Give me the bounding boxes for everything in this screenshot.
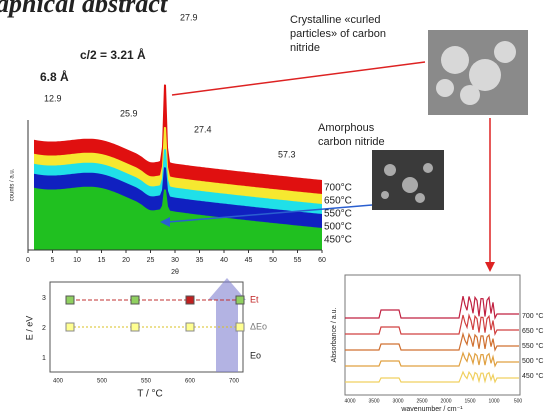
label: 500°C <box>324 222 352 233</box>
ir-plot: 700 °C 650 °C 550 °C 500 °C 450 °C 4000 3500 30… <box>331 275 544 413</box>
label: 3500 <box>368 398 379 404</box>
label: 650°C <box>324 196 352 207</box>
label: E / eV <box>24 316 34 341</box>
marker <box>186 296 194 304</box>
label: 700 °C <box>522 312 543 320</box>
label: 2500 <box>416 398 427 404</box>
label: 3000 <box>392 398 403 404</box>
label: 5 <box>51 257 55 264</box>
label: 550 <box>141 379 152 385</box>
label: 450°C <box>324 235 352 246</box>
label: 27.4 <box>194 124 212 134</box>
label: 50 <box>269 257 277 264</box>
label: 25 <box>147 257 155 264</box>
marker <box>66 296 74 304</box>
marker <box>236 296 244 304</box>
label: 700°C <box>324 183 352 194</box>
ir-curve <box>345 334 519 350</box>
label: 40 <box>220 257 228 264</box>
label: particles» of carbon <box>290 28 386 40</box>
title: aphical abstract <box>0 0 168 18</box>
label: counts / a.u. <box>10 168 16 201</box>
label: wavenumber / cm⁻¹ <box>400 406 463 413</box>
label: Eo <box>250 350 261 360</box>
label: 55 <box>294 257 302 264</box>
label: 27.9 <box>180 12 198 22</box>
ir-curve <box>345 353 519 366</box>
label: 0 <box>26 257 30 264</box>
arrow <box>172 62 425 95</box>
label: 650 °C <box>522 327 543 335</box>
marker <box>236 323 244 331</box>
marker <box>131 296 139 304</box>
marker <box>186 323 194 331</box>
label: 20 <box>122 257 130 264</box>
label: 60 <box>318 257 326 264</box>
label: 45 <box>245 257 253 264</box>
label: 3 <box>42 295 46 302</box>
label: 700 <box>229 379 240 385</box>
label: 10 <box>73 257 81 264</box>
label: 57.3 <box>278 149 296 159</box>
label: 2 <box>42 325 46 332</box>
label: 400 <box>53 379 64 385</box>
label: 15 <box>98 257 106 264</box>
label: nitride <box>290 42 320 54</box>
label: Et <box>250 294 259 304</box>
graphical-abstract: aphical abstract 0 5 10 15 20 25 30 35 40 45 50 55 6… <box>0 0 556 414</box>
marker <box>66 323 74 331</box>
label: carbon nitride <box>318 136 385 148</box>
label: 500 <box>514 398 523 404</box>
ir-curve <box>345 296 519 318</box>
label: 600 <box>185 379 196 385</box>
label: 450 °C <box>522 372 543 380</box>
label: 12.9 <box>44 93 62 103</box>
label: 2000 <box>440 398 451 404</box>
label: 550 °C <box>522 342 543 350</box>
label: 6.8 Å <box>40 69 69 84</box>
label: Absorbance / a.u. <box>331 308 338 363</box>
label: 25.9 <box>120 108 138 118</box>
label: 550°C <box>324 209 352 220</box>
label: c/2 = 3.21 Å <box>80 47 146 62</box>
label: Crystalline «curled <box>290 14 380 26</box>
label: 35 <box>196 257 204 264</box>
label: 1500 <box>464 398 475 404</box>
label: 1000 <box>488 398 499 404</box>
energy-plot: 3 2 1 400 500 550 600 700 T / °C E / eV Et ΔEo Eo <box>24 278 267 400</box>
label: 30 <box>171 257 179 264</box>
label: Amorphous <box>318 122 375 134</box>
label: 2θ <box>171 269 179 276</box>
label: 500 <box>97 379 108 385</box>
arrowhead <box>485 262 495 272</box>
label: 500 °C <box>522 357 543 365</box>
ir-curve <box>345 372 519 382</box>
label: ΔEo <box>250 321 267 331</box>
label: T / °C <box>137 389 162 400</box>
label: 1 <box>42 355 46 362</box>
marker <box>131 323 139 331</box>
label: 4000 <box>344 398 355 404</box>
